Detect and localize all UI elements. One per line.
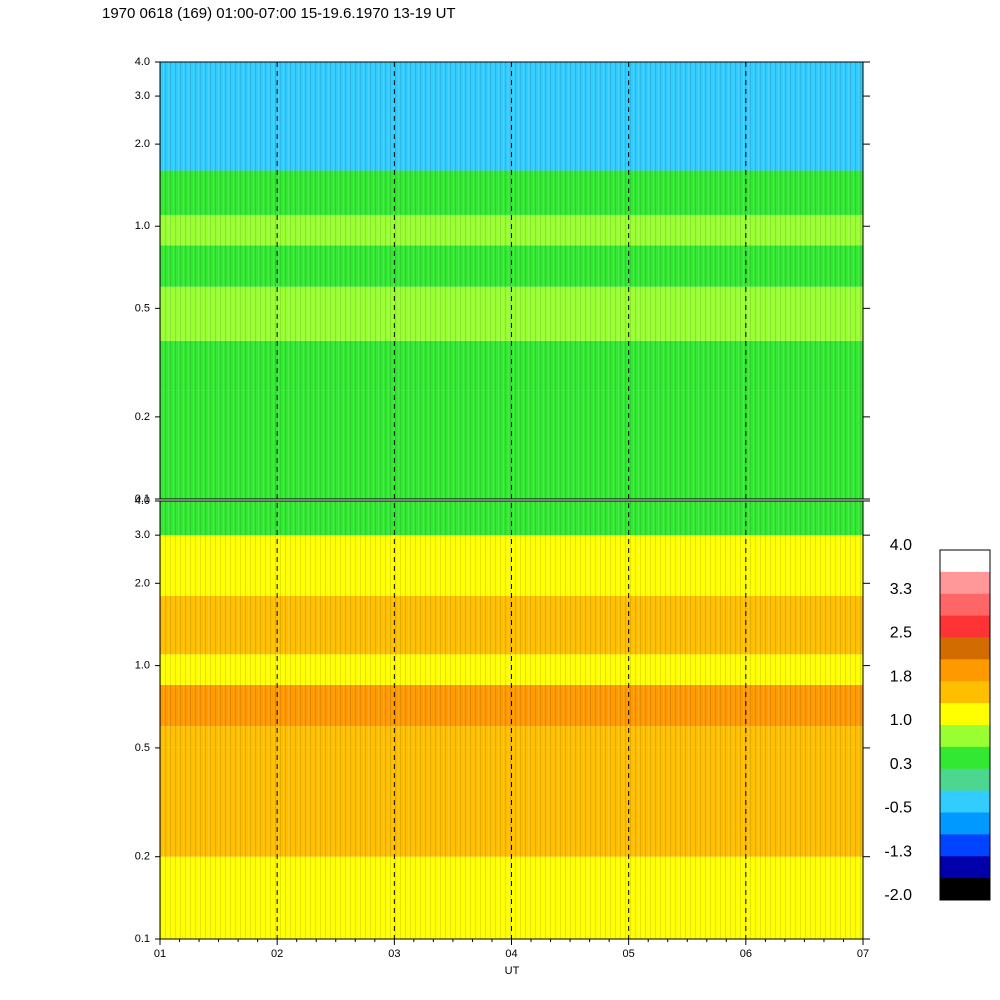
colorbar-label: -0.5 [884, 800, 912, 817]
colorbar-label: 1.0 [890, 712, 912, 729]
colorbar-swatch [940, 878, 990, 901]
colorbar-label: -2.0 [884, 887, 912, 904]
colorbar-label: 1.8 [890, 668, 912, 685]
colorbar-swatch [940, 659, 990, 682]
y-tick-label: 0.2 [135, 851, 150, 863]
y-tick-label: 0.1 [135, 493, 150, 505]
colorbar-swatch [940, 615, 990, 638]
colorbar-label: -1.3 [884, 843, 912, 860]
y-tick-label: 0.5 [135, 742, 150, 754]
colorbar-swatch [940, 768, 990, 792]
colorbar-swatch [940, 681, 990, 704]
y-ticks-left: 0.10.20.51.02.03.04.00.10.20.51.02.03.04… [135, 56, 160, 945]
y-tick-label: 0.1 [135, 933, 150, 945]
colorbar-swatch [940, 637, 990, 660]
colorbar-label: 3.3 [890, 581, 912, 598]
y-tick-label: 1.0 [135, 220, 150, 232]
colorbar-frame [939, 549, 991, 901]
x-tick-label: 02 [271, 948, 283, 960]
y-tick-label: 4.0 [135, 495, 150, 507]
colorbar [939, 549, 991, 901]
y-tick-label: 1.0 [135, 660, 150, 672]
x-tick-label: 07 [857, 948, 869, 960]
colorbar-swatch [940, 812, 990, 835]
x-axis-label: UT [505, 965, 520, 977]
y-tick-label: 0.5 [135, 302, 150, 314]
y-tick-label: 2.0 [135, 577, 150, 589]
y-tick-label: 3.0 [135, 90, 150, 102]
y-ticks-right [863, 61, 870, 940]
x-tick-label: 03 [388, 948, 400, 960]
colorbar-swatch [940, 790, 990, 813]
colorbar-swatch [940, 856, 990, 879]
colorbar-swatch [940, 571, 990, 595]
colorbar-label: 0.3 [890, 756, 912, 773]
y-tick-label: 3.0 [135, 529, 150, 541]
colorbar-swatch [940, 725, 990, 748]
colorbar-swatch [940, 593, 990, 617]
x-ticks: 01 02 03 04 05 06 07 [154, 939, 869, 960]
x-tick-label: 05 [623, 948, 635, 960]
colorbar-label: 4.0 [890, 537, 912, 554]
y-tick-label: 4.0 [135, 56, 150, 68]
x-tick-label: 06 [740, 948, 752, 960]
colorbar-swatch [940, 834, 990, 857]
y-tick-label: 0.2 [135, 411, 150, 423]
colorbar-swatch [940, 550, 990, 573]
x-tick-label: 04 [505, 948, 517, 960]
hour-lines [276, 62, 747, 939]
colorbar-swatch [940, 746, 990, 770]
y-tick-label: 2.0 [135, 138, 150, 150]
colorbar-label: 2.5 [890, 625, 912, 642]
page-title: 1970 0618 (169) 01:00-07:00 15-19.6.1970… [102, 5, 456, 22]
panel-frame [159, 61, 864, 500]
colorbar-swatch [940, 703, 990, 726]
x-tick-label: 01 [154, 948, 166, 960]
colorbar-labels: 4.0 3.3 2.5 1.8 1.0 0.3 -0.5 -1.3 -2.0 [884, 537, 912, 904]
